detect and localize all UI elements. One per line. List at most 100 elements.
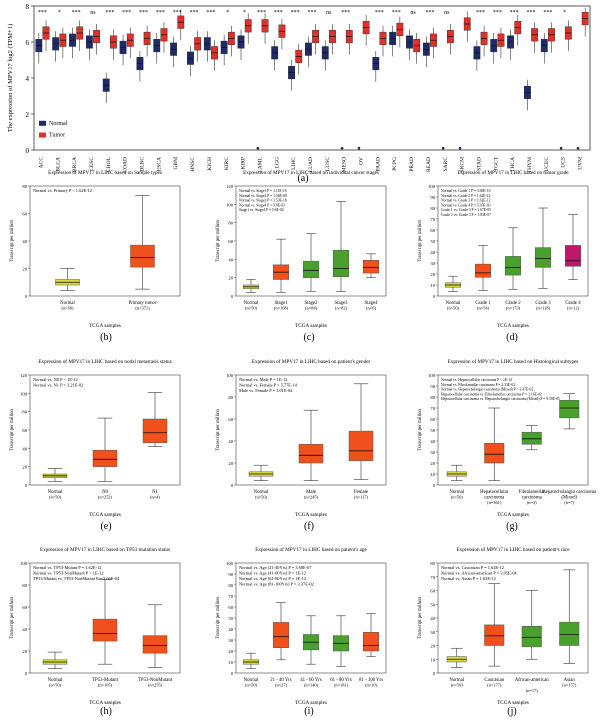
category-label: Primary tumor (128, 301, 157, 306)
panel-title: Expression of MPV17 in LIHC based on His… (448, 358, 579, 365)
significance-label: *** (257, 10, 266, 16)
y-tick-label: 8 (26, 3, 30, 11)
box-orange (484, 442, 505, 464)
box-orange (484, 624, 505, 646)
y-tick-label: 0 (231, 671, 234, 676)
y-tick-label: 80 (22, 583, 27, 588)
y-tick-label: 20 (430, 644, 435, 649)
sample-count: (n=54) (477, 306, 490, 311)
annotation-line: Normal vs. N1 P = 3.21E-02 (33, 383, 83, 388)
sample-count: (n=157) (562, 683, 577, 688)
x-axis-label: TCGA samples (295, 323, 327, 329)
category-label: Normal (244, 678, 259, 683)
y-tick-label: 80 (228, 395, 233, 400)
x-tick-label: SARC (443, 157, 449, 172)
y-tick-label: 0 (231, 294, 234, 299)
y-axis-label: The expression of MPV17 log2 (TPM+1) (7, 24, 14, 132)
panel-letter-e: (e) (100, 521, 111, 532)
y-tick-label: 120 (226, 184, 234, 189)
category-label: TP53-Mutant (92, 678, 119, 683)
panel-title: Expression of MPV17 in LIHC based on TP5… (40, 546, 170, 553)
sample-count: (n=177) (487, 683, 502, 688)
box-green (504, 256, 522, 276)
category-label: Hepatocholangio carcinoma (542, 490, 597, 495)
y-tick-label: 100 (226, 202, 234, 207)
legend-normal-swatch (39, 120, 46, 126)
y-tick-label: 80 (430, 395, 435, 400)
sample-count: (n=50) (451, 495, 464, 500)
sample-count: (n=12) (567, 306, 580, 311)
y-tick-label: 4 (26, 75, 30, 83)
x-tick-label: PAAD (375, 157, 381, 171)
significance-label: *** (510, 10, 519, 16)
annotation-line: Normal vs. Stage2 P = 1.56E-08 (239, 194, 287, 198)
x-axis-label: TCGA samples (497, 700, 529, 706)
category-label: (Mixed) (561, 496, 577, 501)
significance-label: ns (444, 10, 450, 16)
y-tick-label: 90 (430, 384, 435, 389)
y-tick-label: 40 (22, 627, 27, 632)
significance-label: *** (341, 10, 350, 16)
y-tick-label: 20 (228, 461, 233, 466)
y-tick-label: 100 (226, 561, 234, 566)
annotation-line: Normal vs. Grade 4 P = 5.35E-03 (441, 203, 491, 207)
panel-d: Expression of MPV17 in LIHC based on tum… (418, 169, 589, 329)
category-label: Stage3 (334, 301, 348, 306)
category-label: carcinoma (484, 496, 505, 501)
sample-count: (n=50) (245, 306, 258, 311)
annotation-block: Normal vs. Age (21-40Yrs) P = 3.60E-07No… (239, 565, 314, 587)
normal-point (559, 146, 563, 150)
x-axis-label: TCGA samples (89, 512, 121, 518)
y-tick-label: 100 (226, 373, 234, 378)
annotation-block: Normal vs. Hepatocellular carcinoma P < … (441, 378, 560, 401)
significance-label: *** (392, 10, 401, 16)
y-tick-label: 0 (25, 294, 28, 299)
y-tick-label: 90 (228, 572, 233, 577)
x-tick-label: SKCM (460, 157, 466, 173)
annotation-line: Grade 1 vs. Grade 3 P = 1.67E-05 (441, 208, 491, 212)
box-orange (92, 618, 118, 642)
x-tick-label: UCEC (544, 157, 550, 172)
annotation-block: Normal vs. Primary P < 1.62E-12 (33, 188, 92, 193)
significance-label: * (243, 10, 246, 16)
sample-count: (n=50) (447, 306, 460, 311)
sample-count: (n=7) (564, 500, 574, 505)
panel-letter-h: (h) (100, 706, 112, 717)
normal-point (458, 146, 462, 150)
significance-label: *** (425, 10, 434, 16)
panel-letter-j: (j) (507, 706, 516, 717)
annotation-block: Normal vs. Caucasian P = 1.62E-12Normal … (441, 565, 517, 581)
sample-count: (n=3) (527, 500, 537, 505)
y-tick-label: 90 (430, 195, 435, 200)
annotation-line: Normal vs. Age (41-60Yrs) P = 1E-12 (239, 571, 306, 576)
annotation-line: Normal vs. Hepatocholangio carcinoma (Mi… (441, 388, 533, 392)
y-axis-label: Transcript per million (10, 219, 15, 262)
x-tick-label: MESO (342, 157, 348, 172)
panel-c: Expression of MPV17 in LIHC based on ind… (216, 169, 387, 329)
normal-point (256, 146, 260, 150)
category-label: Stage4 (364, 301, 378, 306)
x-tick-label: UCS (561, 157, 567, 168)
panel-h: Expression of MPV17 in LIHC based on TP5… (10, 546, 181, 706)
y-axis-label: Transcript per million (418, 596, 423, 639)
annotation-line: Normal vs. Age (21-40Yrs) P = 3.60E-07 (239, 565, 312, 570)
y-tick-label: 70 (430, 406, 435, 411)
y-tick-label: 30 (430, 630, 435, 635)
box-orange (362, 632, 380, 652)
panel-title: Expression of MPV17 in LIHC based on pat… (255, 546, 367, 553)
annotation-line: Normal vs. TP53-NonMutant P < 1E-12 (33, 571, 104, 576)
y-tick-label: 6 (26, 39, 30, 47)
legend-normal-label: Normal (49, 121, 68, 127)
y-tick-label: 0 (26, 147, 30, 155)
category-label: Female (354, 490, 368, 495)
y-tick-label: 20 (22, 267, 27, 272)
sample-count: (n=82) (335, 306, 348, 311)
box-green (521, 431, 542, 445)
box-green (302, 260, 320, 278)
category-label: Normal (60, 301, 75, 306)
category-label: Stage2 (304, 301, 318, 306)
box-magenta (564, 245, 582, 267)
annotation-line: Normal vs. African-american P = 3.95E-04 (441, 571, 517, 576)
y-axis-label: Transcript per million (10, 596, 15, 639)
